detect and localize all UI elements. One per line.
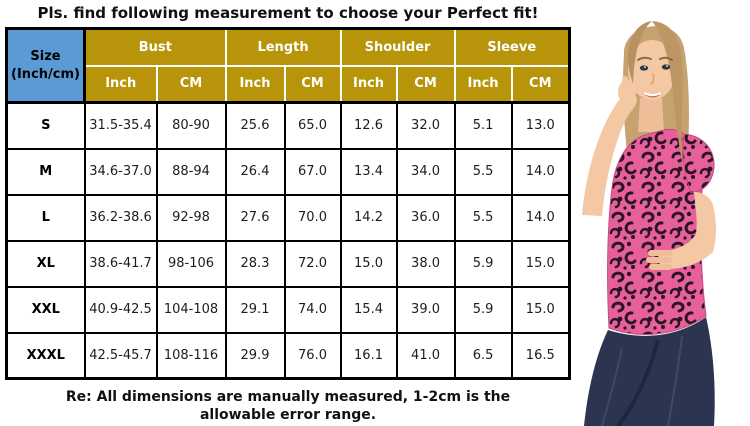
cell: 38.6-41.7 <box>83 239 158 288</box>
cell: 25.6 <box>224 101 286 150</box>
cell: 5.9 <box>453 239 513 288</box>
cell: 15.0 <box>339 239 398 288</box>
cell: 28.3 <box>224 239 286 288</box>
cell: 70.0 <box>283 193 342 242</box>
cell: 5.5 <box>453 193 513 242</box>
cell: 108-116 <box>155 331 227 380</box>
size-chart-table: Size (Inch/cm) Bust Length Shoulder Slee… <box>5 27 572 380</box>
cell: 16.5 <box>510 331 571 380</box>
cell: 27.6 <box>224 193 286 242</box>
size-label: S <box>5 101 86 150</box>
table-row-xxxl: XXXL 42.5-45.7 108-116 29.9 76.0 16.1 41… <box>5 331 571 380</box>
model-nose <box>650 73 655 85</box>
cell: 41.0 <box>395 331 456 380</box>
cell: 5.1 <box>453 101 513 150</box>
cell: 14.0 <box>510 193 571 242</box>
subheader-length-cm: CM <box>283 64 342 104</box>
header-shoulder: Shoulder <box>339 27 456 67</box>
size-label: XL <box>5 239 86 288</box>
size-header-line2: (Inch/cm) <box>11 66 80 82</box>
size-header-line1: Size <box>30 48 61 64</box>
header-length: Length <box>224 27 342 67</box>
cell: 42.5-45.7 <box>83 331 158 380</box>
model-illustration <box>582 21 716 426</box>
cell: 40.9-42.5 <box>83 285 158 334</box>
model-hair-front-right <box>652 21 684 172</box>
cell: 80-90 <box>155 101 227 150</box>
cell: 13.0 <box>510 101 571 150</box>
size-label: XXXL <box>5 331 86 380</box>
model-smile <box>642 92 663 98</box>
header-sub-row: Inch CM Inch CM Inch CM Inch CM <box>7 64 571 104</box>
cell: 31.5-35.4 <box>83 101 158 150</box>
cell: 65.0 <box>283 101 342 150</box>
subheader-length-inch: Inch <box>224 64 286 104</box>
cell: 76.0 <box>283 331 342 380</box>
cell: 104-108 <box>155 285 227 334</box>
model-right-arm <box>658 192 716 269</box>
model-hand-on-belly <box>646 250 672 270</box>
cell: 34.0 <box>395 147 456 196</box>
cell: 12.6 <box>339 101 398 150</box>
table-row-m: M 34.6-37.0 88-94 26.4 67.0 13.4 34.0 5.… <box>5 147 571 196</box>
cell: 16.1 <box>339 331 398 380</box>
subheader-sleeve-cm: CM <box>510 64 571 104</box>
top-sleeve <box>682 133 715 194</box>
model-eyebrows <box>637 56 673 61</box>
subheader-sleeve-inch: Inch <box>453 64 513 104</box>
size-header-cell: Size (Inch/cm) <box>5 27 86 104</box>
cell: 26.4 <box>224 147 286 196</box>
model-hair-front-left <box>627 21 652 84</box>
jeans-highlight-left <box>601 347 623 426</box>
cell: 88-94 <box>155 147 227 196</box>
model-raised-arm <box>582 93 637 216</box>
cell: 13.4 <box>339 147 398 196</box>
cell: 15.0 <box>510 239 571 288</box>
cell: 38.0 <box>395 239 456 288</box>
cell: 39.0 <box>395 285 456 334</box>
subheader-bust-inch: Inch <box>83 64 158 104</box>
model-eyes <box>639 64 671 71</box>
cell: 14.2 <box>339 193 398 242</box>
cell: 6.5 <box>453 331 513 380</box>
table-row-xl: XL 38.6-41.7 98-106 28.3 72.0 15.0 38.0 … <box>5 239 571 288</box>
cell: 15.4 <box>339 285 398 334</box>
cell: 15.0 <box>510 285 571 334</box>
jeans-leg-seam <box>616 339 660 426</box>
cell: 5.5 <box>453 147 513 196</box>
cell: 74.0 <box>283 285 342 334</box>
jeans-highlight <box>667 335 683 426</box>
cell: 14.0 <box>510 147 571 196</box>
measurement-disclaimer: Re: All dimensions are manually measured… <box>65 389 511 423</box>
subheader-shoulder-inch: Inch <box>339 64 398 104</box>
cell: 36.2-38.6 <box>83 193 158 242</box>
table-row-xxl: XXL 40.9-42.5 104-108 29.1 74.0 15.4 39.… <box>5 285 571 334</box>
size-label: M <box>5 147 86 196</box>
header-sleeve: Sleeve <box>453 27 571 67</box>
header-group-row: Size (Inch/cm) Bust Length Shoulder Slee… <box>5 27 571 104</box>
cell: 29.9 <box>224 331 286 380</box>
model-face <box>628 40 676 100</box>
product-model-photo <box>578 0 750 426</box>
subheader-shoulder-cm: CM <box>395 64 456 104</box>
page-title: Pls. find following measurement to choos… <box>37 4 539 22</box>
cell: 34.6-37.0 <box>83 147 158 196</box>
subheader-bust-cm: CM <box>155 64 227 104</box>
cell: 36.0 <box>395 193 456 242</box>
cell: 72.0 <box>283 239 342 288</box>
cell: 67.0 <box>283 147 342 196</box>
cell: 29.1 <box>224 285 286 334</box>
header-bust: Bust <box>83 27 227 67</box>
table-row-l: L 36.2-38.6 92-98 27.6 70.0 14.2 36.0 5.… <box>5 193 571 242</box>
model-neck <box>638 98 664 132</box>
size-label: L <box>5 193 86 242</box>
table-row-s: S 31.5-35.4 80-90 25.6 65.0 12.6 32.0 5.… <box>5 101 571 150</box>
cell: 98-106 <box>155 239 227 288</box>
model-teeth <box>643 92 662 96</box>
cell: 92-98 <box>155 193 227 242</box>
size-label: XXL <box>5 285 86 334</box>
cell: 32.0 <box>395 101 456 150</box>
cell: 5.9 <box>453 285 513 334</box>
